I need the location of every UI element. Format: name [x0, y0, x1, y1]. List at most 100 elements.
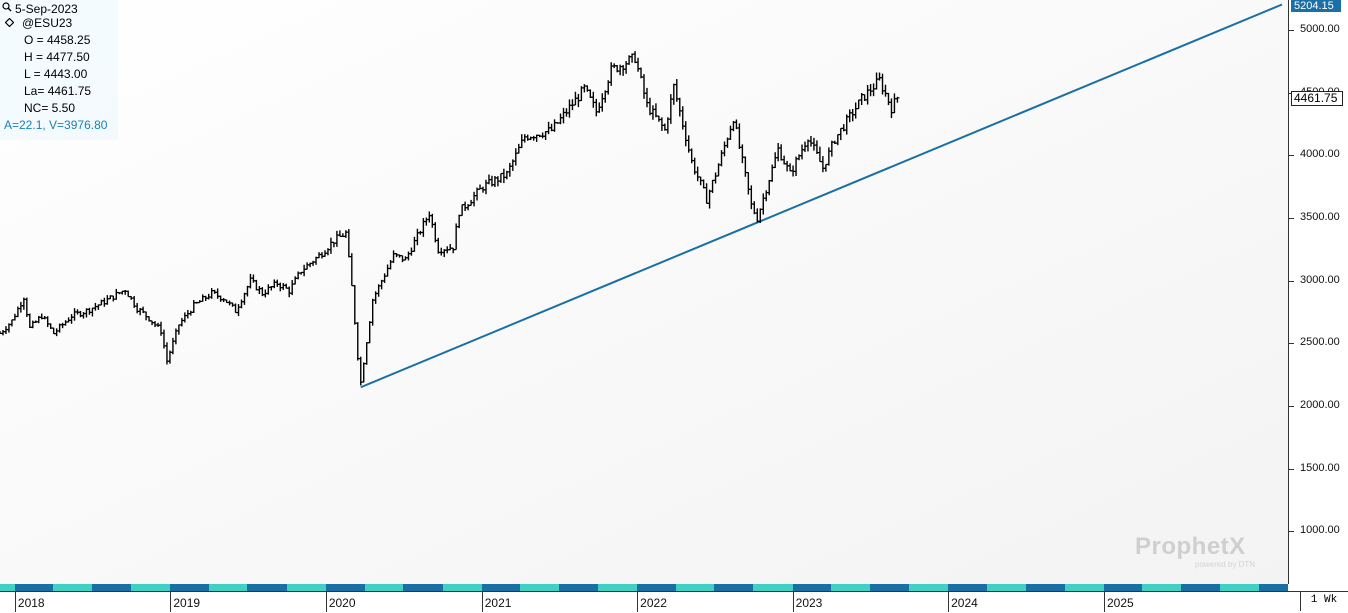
ohlc-bar[interactable]	[317, 252, 322, 259]
ohlc-bar[interactable]	[358, 356, 363, 386]
ohlc-bar[interactable]	[343, 230, 348, 238]
ohlc-bar[interactable]	[275, 279, 280, 287]
ohlc-bar[interactable]	[170, 337, 175, 355]
ohlc-bar[interactable]	[856, 99, 861, 110]
ohlc-bar[interactable]	[558, 113, 563, 125]
ohlc-bar[interactable]	[877, 72, 882, 81]
price-chart[interactable]	[0, 0, 1288, 584]
ohlc-bar[interactable]	[561, 107, 566, 124]
ohlc-bar[interactable]	[519, 134, 524, 149]
ohlc-bar[interactable]	[633, 51, 638, 64]
ohlc-bar[interactable]	[746, 171, 751, 195]
ohlc-bar[interactable]	[847, 109, 852, 123]
ohlc-bar[interactable]	[293, 276, 298, 285]
ohlc-bar[interactable]	[701, 179, 706, 189]
ohlc-bar[interactable]	[254, 279, 259, 291]
ohlc-bar[interactable]	[642, 74, 646, 99]
ohlc-bar[interactable]	[755, 208, 760, 223]
ohlc-bar[interactable]	[883, 84, 888, 97]
ohlc-bar[interactable]	[349, 253, 354, 287]
ohlc-bar[interactable]	[752, 201, 757, 215]
ohlc-bar[interactable]	[808, 135, 813, 147]
ohlc-bar[interactable]	[251, 274, 256, 283]
ohlc-bar[interactable]	[182, 312, 187, 323]
ohlc-bar[interactable]	[302, 264, 307, 277]
ohlc-bar[interactable]	[722, 141, 727, 157]
ohlc-bar[interactable]	[788, 163, 793, 172]
ohlc-bar[interactable]	[463, 201, 468, 212]
ohlc-bar[interactable]	[144, 311, 149, 321]
ohlc-bar[interactable]	[364, 342, 369, 365]
ohlc-bar[interactable]	[454, 223, 459, 251]
ohlc-bar[interactable]	[391, 250, 396, 263]
ohlc-bar[interactable]	[710, 179, 715, 193]
ohlc-bar[interactable]	[448, 244, 453, 251]
ohlc-bar[interactable]	[624, 61, 629, 74]
ohlc-bar[interactable]	[248, 273, 253, 289]
ohlc-bar[interactable]	[868, 84, 873, 97]
ohlc-bar[interactable]	[507, 162, 512, 177]
ohlc-bar[interactable]	[659, 117, 664, 131]
ohlc-bar[interactable]	[498, 172, 503, 183]
ohlc-bar[interactable]	[451, 247, 456, 254]
ohlc-bar[interactable]	[87, 307, 92, 315]
ohlc-bar[interactable]	[427, 211, 432, 223]
ohlc-bar[interactable]	[334, 230, 339, 247]
ohlc-bar[interactable]	[245, 285, 250, 297]
ohlc-bar[interactable]	[81, 311, 86, 319]
ohlc-bar[interactable]	[811, 137, 816, 151]
ohlc-bar[interactable]	[838, 127, 843, 141]
ohlc-bar[interactable]	[880, 73, 885, 95]
ohlc-bar[interactable]	[54, 328, 59, 337]
ohlc-bar[interactable]	[290, 280, 295, 296]
ohlc-bar[interactable]	[188, 310, 193, 316]
ohlc-bar[interactable]	[424, 217, 429, 226]
ohlc-bar[interactable]	[153, 321, 158, 328]
ohlc-bar[interactable]	[236, 304, 241, 317]
ohlc-bar[interactable]	[540, 132, 545, 139]
ohlc-bar[interactable]	[567, 99, 572, 118]
ohlc-bar[interactable]	[647, 97, 652, 116]
ohlc-bar[interactable]	[844, 114, 849, 135]
ohlc-bar[interactable]	[272, 279, 277, 289]
ohlc-bar[interactable]	[60, 322, 65, 329]
ohlc-bar[interactable]	[895, 96, 900, 103]
ohlc-bar[interactable]	[239, 299, 244, 309]
ohlc-bar[interactable]	[531, 135, 536, 141]
ohlc-bar[interactable]	[191, 300, 196, 313]
ohlc-bar[interactable]	[644, 87, 649, 108]
ohlc-bar[interactable]	[352, 285, 357, 325]
ohlc-bar[interactable]	[126, 290, 131, 298]
ohlc-bar[interactable]	[764, 190, 769, 202]
ohlc-bar[interactable]	[200, 294, 205, 303]
ohlc-bar[interactable]	[406, 251, 411, 261]
ohlc-bar[interactable]	[209, 288, 214, 299]
ohlc-bar[interactable]	[886, 92, 891, 106]
ohlc-bar[interactable]	[0, 329, 5, 336]
ohlc-bar[interactable]	[242, 292, 247, 305]
ohlc-bar[interactable]	[501, 168, 506, 184]
ohlc-bar[interactable]	[767, 179, 772, 196]
ohlc-bar[interactable]	[370, 298, 375, 326]
ohlc-bar[interactable]	[460, 204, 465, 217]
ohlc-bar[interactable]	[865, 84, 870, 105]
ohlc-bar[interactable]	[90, 307, 95, 317]
ohlc-bar[interactable]	[671, 83, 676, 105]
ohlc-bar[interactable]	[794, 156, 799, 176]
ohlc-bar[interactable]	[30, 320, 35, 329]
ohlc-bar[interactable]	[278, 282, 283, 292]
ohlc-bar[interactable]	[69, 314, 74, 324]
ohlc-bar[interactable]	[281, 283, 286, 290]
ohlc-bar[interactable]	[114, 288, 119, 300]
ohlc-bar[interactable]	[582, 84, 587, 93]
ohlc-bar[interactable]	[525, 134, 530, 141]
ohlc-bar[interactable]	[233, 303, 238, 314]
ohlc-bar[interactable]	[779, 144, 784, 161]
ohlc-bar[interactable]	[105, 295, 110, 305]
ohlc-bar[interactable]	[591, 91, 596, 108]
time-axis[interactable]	[0, 591, 1348, 613]
ohlc-bar[interactable]	[355, 322, 360, 361]
ohlc-bar[interactable]	[382, 273, 387, 283]
ohlc-bar[interactable]	[740, 144, 745, 164]
ohlc-bar[interactable]	[761, 193, 766, 215]
